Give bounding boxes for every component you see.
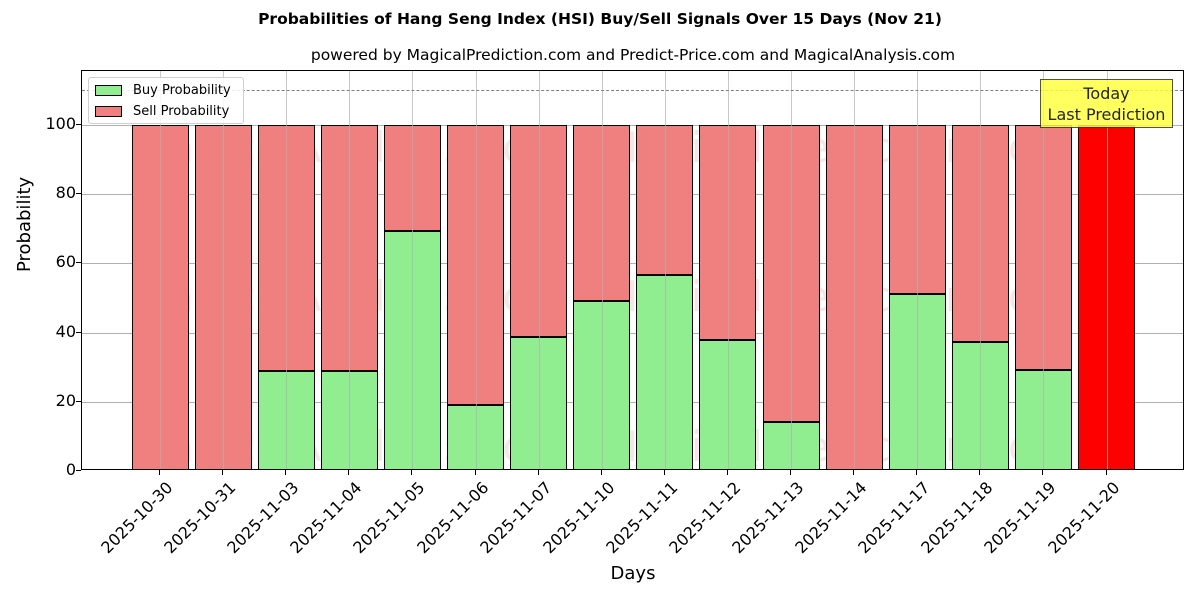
gridline-horizontal <box>82 125 1183 126</box>
legend-item-buy: Buy Probability <box>95 83 231 98</box>
legend-sell-label: Sell Probability <box>133 104 230 119</box>
buy-swatch-icon <box>95 85 122 96</box>
chart-title: Probabilities of Hang Seng Index (HSI) B… <box>258 10 942 28</box>
gridline-horizontal <box>82 263 1183 265</box>
gridline-horizontal <box>82 332 1183 334</box>
chart-subtitle: powered by MagicalPrediction.com and Pre… <box>310 46 956 64</box>
y-tick-label: 0 <box>65 460 76 479</box>
y-tick-mark <box>76 470 81 471</box>
x-tick-mark <box>159 470 160 475</box>
annotation-line1: Today <box>1083 84 1130 103</box>
x-tick-mark <box>853 470 855 475</box>
y-tick-label: 100 <box>45 114 76 133</box>
gridline-vertical <box>854 71 856 469</box>
y-tick-mark <box>76 124 81 125</box>
gridline-vertical <box>286 71 288 469</box>
y-tick-label: 60 <box>55 252 76 272</box>
y-tick-mark <box>76 193 81 195</box>
y-tick-label: 80 <box>55 183 76 203</box>
today-annotation: Today Last Prediction <box>1040 79 1173 128</box>
x-tick-mark <box>411 470 413 475</box>
legend-item-sell: Sell Probability <box>95 104 229 119</box>
legend: Buy Probability Sell Probability <box>88 77 244 124</box>
gridline-vertical <box>1043 71 1045 469</box>
x-tick-mark <box>1105 470 1107 475</box>
y-axis-title: Probability <box>14 176 35 272</box>
gridline-vertical <box>727 71 729 469</box>
x-tick-mark <box>663 470 665 475</box>
x-tick-mark <box>474 470 476 475</box>
x-tick-mark <box>979 470 981 475</box>
annotation-line2: Last Prediction <box>1047 105 1166 124</box>
x-tick-mark <box>726 470 728 475</box>
gridline-vertical <box>980 71 982 469</box>
y-tick-mark <box>76 262 81 264</box>
gridline-vertical <box>349 71 351 469</box>
gridline-vertical <box>160 71 161 469</box>
x-tick-mark <box>600 470 602 475</box>
y-tick-mark <box>76 331 81 333</box>
x-tick-mark <box>916 470 918 475</box>
gridline-vertical <box>791 71 792 469</box>
gridline-vertical <box>664 71 666 469</box>
sell-swatch-icon <box>95 106 122 117</box>
plot-area: MagicalAnalysis.comMagicalPrediction.com… <box>81 70 1184 470</box>
x-tick-mark <box>285 470 287 475</box>
x-tick-mark <box>537 470 539 475</box>
gridline-horizontal <box>82 401 1183 403</box>
x-tick-mark <box>1042 470 1044 475</box>
gridline-vertical <box>412 71 414 469</box>
x-tick-mark <box>790 470 791 475</box>
gridline-vertical <box>538 71 540 469</box>
gridline-horizontal <box>82 194 1183 196</box>
x-axis-title: Days <box>610 563 656 584</box>
gridline-vertical <box>601 71 603 469</box>
x-tick-mark <box>348 470 350 475</box>
legend-buy-label: Buy Probability <box>133 83 231 98</box>
gridline-vertical <box>475 71 477 469</box>
x-tick-mark <box>222 470 224 475</box>
y-tick-label: 40 <box>55 321 76 341</box>
y-tick-mark <box>76 400 81 402</box>
gridline-vertical <box>1106 71 1108 469</box>
gridline-vertical <box>917 71 919 469</box>
gridline-vertical <box>223 71 225 469</box>
threshold-line <box>82 90 1183 92</box>
y-tick-label: 20 <box>55 390 76 410</box>
